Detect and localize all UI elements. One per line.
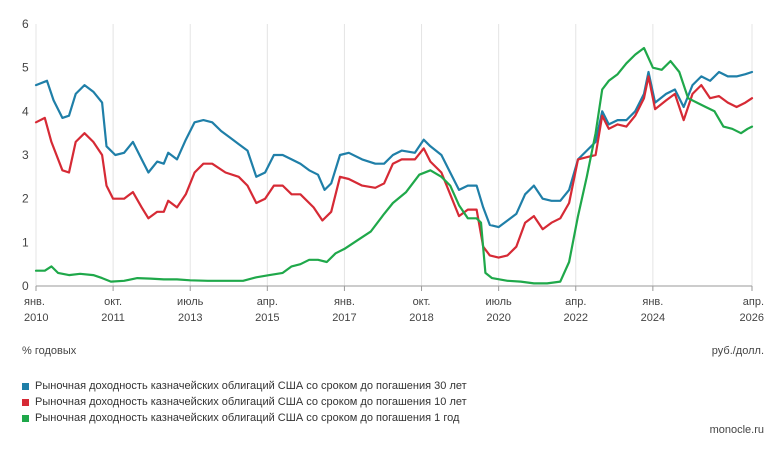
x-tick-month-2: июль [177,296,204,308]
legend-item-10y: Рыночная доходность казначейских облигац… [22,394,467,410]
x-tick-month-4: янв. [334,296,355,308]
x-tick-year-5: 2018 [409,312,433,324]
legend-swatch-30y [22,382,29,390]
x-tick-year-4: 2017 [332,312,356,324]
x-tick-month-8: янв. [642,296,663,308]
x-tick-year-9: 2026 [740,312,764,324]
y-tick-label-0: 0 [22,279,29,293]
x-tick-month-6: июль [485,296,512,308]
x-tick-year-6: 2020 [486,312,510,324]
y-tick-label-6: 6 [22,17,29,31]
legend-label-10y: Рыночная доходность казначейских облигац… [35,396,467,408]
y-axis-ticks: 0 1 2 3 4 5 6 [22,17,29,293]
x-tick-month-0: янв. [24,296,45,308]
currency-unit-label: руб./долл. [711,345,764,357]
series-lines [34,46,754,285]
y-tick-label-5: 5 [22,61,29,75]
x-tick-month-7: апр. [565,296,586,308]
series-line-10y [34,75,754,259]
y-tick-label-3: 3 [22,148,29,162]
x-tick-month-9: апр. [743,296,764,308]
legend: Рыночная доходность казначейских облигац… [22,378,467,426]
legend-item-1y: Рыночная доходность казначейских облигац… [22,410,467,426]
x-tick-year-7: 2022 [564,312,588,324]
x-tick-year-2: 2013 [178,312,202,324]
x-tick-year-8: 2024 [641,312,665,324]
source-label: monocle.ru [709,424,764,436]
legend-item-30y: Рыночная доходность казначейских облигац… [22,378,467,394]
x-tick-month-5: окт. [413,296,431,308]
legend-label-30y: Рыночная доходность казначейских облигац… [35,380,467,392]
x-tick-month-3: апр. [257,296,278,308]
line-chart: 0 1 2 3 4 5 6 янв. 2010 окт. 2011 июль 2013 апр. 2015… [22,17,764,324]
legend-swatch-1y [22,414,29,422]
series-line-1y [34,46,754,285]
legend-swatch-10y [22,398,29,406]
x-tick-month-1: окт. [104,296,122,308]
x-tick-year-0: 2010 [24,312,48,324]
series-line-30y [34,70,754,229]
y-tick-label-2: 2 [22,192,29,206]
legend-label-1y: Рыночная доходность казначейских облигац… [35,412,460,424]
x-axis-ticks: янв. 2010 окт. 2011 июль 2013 апр. 2015 янв. 2017… [24,286,764,324]
x-tick-year-1: 2011 [101,312,125,324]
x-tick-year-3: 2015 [255,312,279,324]
y-tick-label-1: 1 [22,235,29,249]
y-axis-unit-label: % годовых [22,345,77,357]
y-tick-label-4: 4 [22,104,29,118]
